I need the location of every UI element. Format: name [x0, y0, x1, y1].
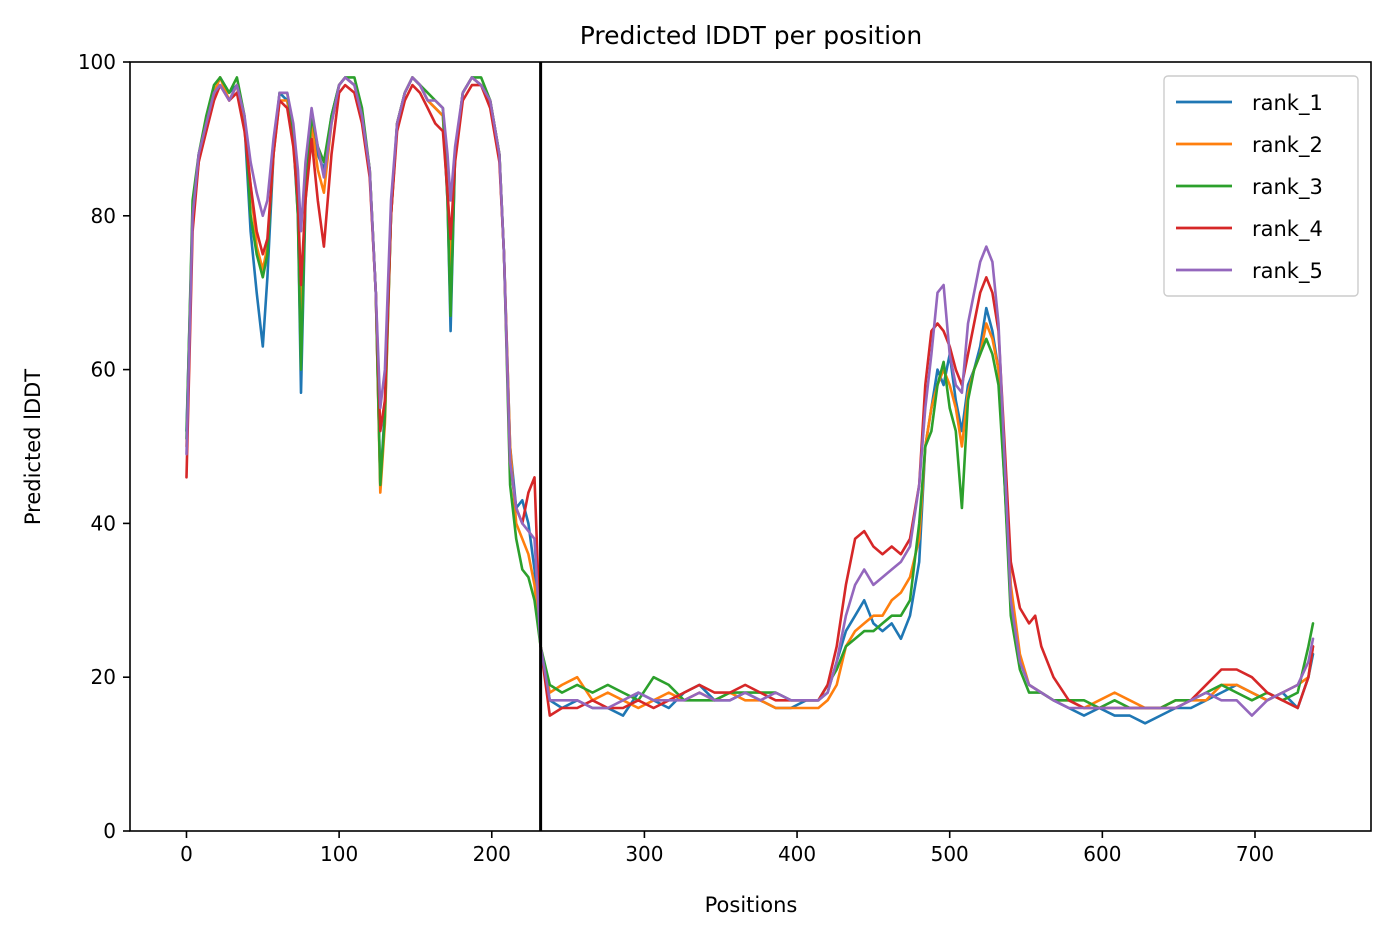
- legend: rank_1 rank_2 rank_3 rank_4 rank_5: [1163, 75, 1359, 297]
- series-line-rank-3: [185, 76, 1315, 710]
- x-tick-label: 200: [473, 842, 511, 866]
- x-tick-label: 0: [180, 842, 193, 866]
- series-line-rank-4: [185, 83, 1315, 717]
- y-tick-label: 60: [91, 358, 116, 382]
- y-tick-label: 100: [78, 50, 116, 74]
- x-axis-title: Positions: [705, 893, 798, 917]
- legend-box: [1163, 75, 1359, 297]
- y-tick-label: 20: [91, 665, 116, 689]
- series-lines: [185, 76, 1315, 725]
- series-line-rank-5: [185, 76, 1315, 717]
- chart-title: Predicted lDDT per position: [580, 21, 922, 50]
- y-axis-title: Predicted lDDT: [21, 369, 45, 525]
- y-tick-label: 0: [103, 819, 116, 843]
- axes: 0 100 200 300 400 500 600 700 0 20 40 60 80 100: [78, 50, 1372, 866]
- axes-frame: [129, 61, 1372, 832]
- x-tick-label: 600: [1083, 842, 1121, 866]
- plot-area: [185, 62, 1315, 831]
- x-tick-label: 400: [778, 842, 816, 866]
- y-tick-label: 80: [91, 204, 116, 228]
- legend-label-rank-1: rank_1: [1252, 91, 1323, 116]
- x-tick-label: 700: [1236, 842, 1274, 866]
- legend-label-rank-4: rank_4: [1252, 217, 1323, 242]
- legend-label-rank-2: rank_2: [1252, 133, 1323, 158]
- legend-label-rank-3: rank_3: [1252, 175, 1323, 200]
- x-tick-label: 500: [931, 842, 969, 866]
- x-tick-label: 100: [320, 842, 358, 866]
- series-line-rank-2: [185, 76, 1315, 710]
- x-tick-label: 300: [625, 842, 663, 866]
- series-line-rank-1: [185, 76, 1315, 725]
- y-tick-label: 40: [91, 511, 116, 535]
- legend-label-rank-5: rank_5: [1252, 259, 1323, 284]
